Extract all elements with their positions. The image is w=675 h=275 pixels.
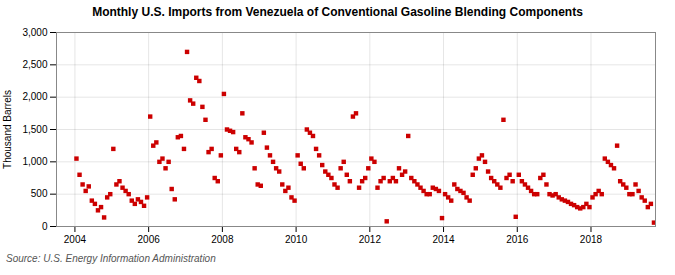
svg-text:2,000: 2,000 (22, 91, 47, 102)
svg-text:0: 0 (42, 221, 48, 232)
svg-text:2014: 2014 (432, 234, 455, 245)
svg-text:2012: 2012 (359, 234, 382, 245)
svg-text:2,500: 2,500 (22, 59, 47, 70)
svg-text:2006: 2006 (138, 234, 161, 245)
html-text:Monthly U.S. Imports from Vene: Monthly U.S. Imports from Venezuela of C… (92, 5, 583, 19)
svg-text:Thousand Barrels: Thousand Barrels (2, 90, 13, 169)
svg-text:2016: 2016 (506, 234, 529, 245)
svg-text:2004: 2004 (64, 234, 87, 245)
svg-text:1,500: 1,500 (22, 124, 47, 135)
html-text:Source: U.S. Energy Informatio: Source: U.S. Energy Information Administ… (6, 253, 216, 264)
svg-text:3,000: 3,000 (22, 27, 47, 38)
svg-text:2010: 2010 (285, 234, 308, 245)
svg-text:2008: 2008 (211, 234, 234, 245)
svg-text:2018: 2018 (580, 234, 603, 245)
svg-text:500: 500 (31, 188, 48, 199)
svg-text:1,000: 1,000 (22, 156, 47, 167)
